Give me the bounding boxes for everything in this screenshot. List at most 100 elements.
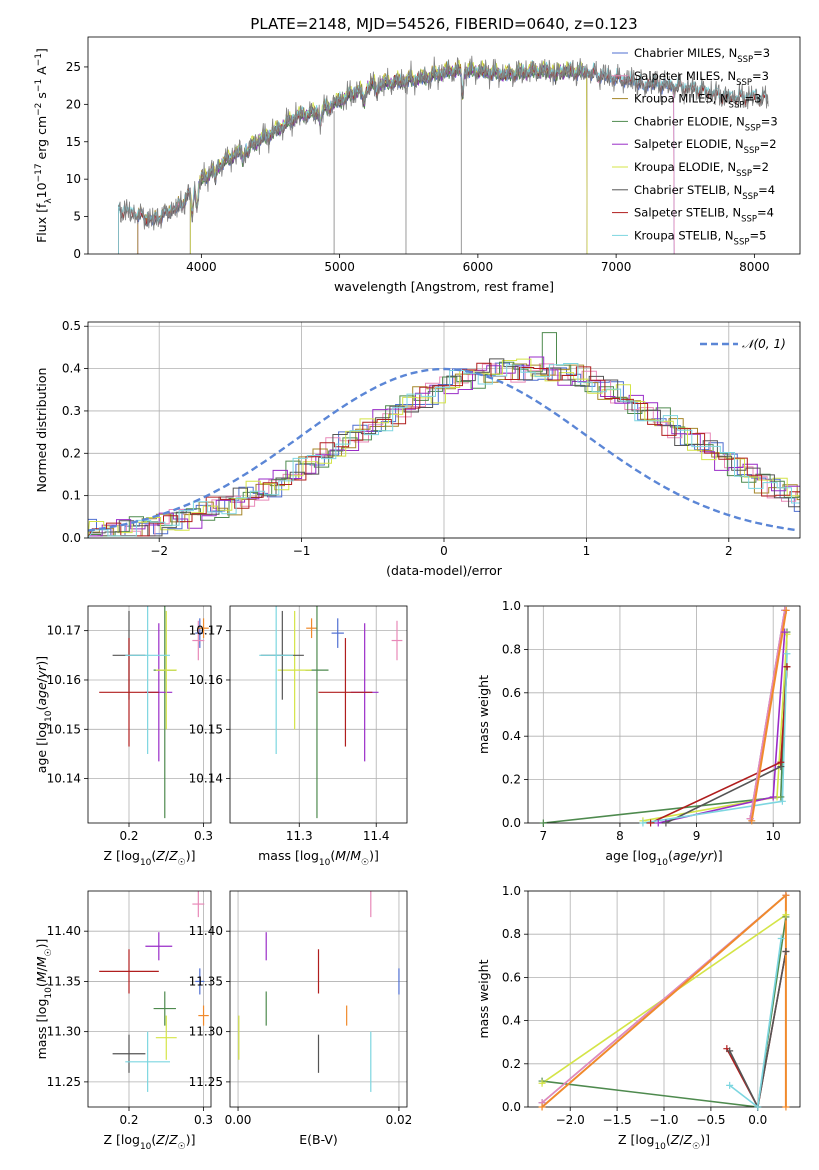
mass_vs_ebv-x-axis-label: E(B-V) xyxy=(299,1132,338,1147)
spectrum-frame xyxy=(87,36,801,255)
weight_vs_age-frame xyxy=(527,605,801,824)
mass_vs_Z-x-axis-label: Z [log10(Z/Z☉)] xyxy=(103,1132,195,1152)
legend-entry: Chabrier ELODIE, NSSP=3 xyxy=(634,114,778,133)
y-tick-label: 0.4 xyxy=(502,729,521,743)
model-spectrum-line xyxy=(137,60,588,254)
weight-marker xyxy=(782,1103,790,1111)
mass_vs_Z-frame xyxy=(87,890,212,1108)
x-tick-label: 9 xyxy=(693,829,701,843)
y-tick-label: 10.15 xyxy=(47,722,81,736)
weight-line xyxy=(542,916,787,1107)
y-tick-label: 10.15 xyxy=(189,722,223,736)
x-tick-label: −0.5 xyxy=(696,1113,725,1127)
y-tick-label: 10.17 xyxy=(47,624,81,638)
legend-entry: Chabrier STELIB, NSSP=4 xyxy=(634,183,775,202)
weight_vs_age-x-axis-label: age [log10(age/yr)] xyxy=(605,848,722,868)
weight_vs_age-y-axis-label: mass weight xyxy=(476,675,491,754)
mass_vs_ebv-axes: 0.00 0.02 11.25 11.30 11.35 11.40 E(B-V) xyxy=(189,890,413,1147)
histogram-step xyxy=(88,363,800,538)
y-tick-label: 11.35 xyxy=(189,974,223,988)
y-tick-label: 0.0 xyxy=(62,531,81,545)
y-tick-label: 11.30 xyxy=(189,1025,223,1039)
x-tick-label: −2.0 xyxy=(556,1113,585,1127)
x-tick-label: 2 xyxy=(725,544,733,558)
age_vs_mass-plot-area xyxy=(259,606,403,819)
weight_vs_age-plot-area xyxy=(543,610,788,823)
x-tick-label: 0.0 xyxy=(748,1113,767,1127)
y-tick-label: 11.40 xyxy=(189,924,223,938)
y-tick-label: 11.25 xyxy=(189,1075,223,1089)
y-tick-label: 11.30 xyxy=(47,1025,81,1039)
y-tick-label: 10.16 xyxy=(47,673,81,687)
y-tick-label: 10.14 xyxy=(189,772,223,786)
weight-marker xyxy=(726,1047,734,1055)
figure-title: PLATE=2148, MJD=54526, FIBERID=0640, z=0… xyxy=(250,15,637,33)
x-tick-label: −1 xyxy=(293,544,311,558)
legend-entry: Kroupa ELODIE, NSSP=2 xyxy=(634,160,769,179)
y-tick-label: 10.14 xyxy=(47,772,81,786)
age_vs_mass-axes: 11.3 11.4 10.14 10.15 10.16 10.17 mass [log10(… xyxy=(189,605,408,868)
y-tick-label: 0.2 xyxy=(502,773,521,787)
y-tick-label: 15 xyxy=(66,135,81,149)
y-tick-label: 0.8 xyxy=(502,927,521,941)
mass_vs_Z-y-axis-label: mass [log10(M/M☉)] xyxy=(34,939,54,1060)
weight-marker xyxy=(782,606,790,614)
weight-line xyxy=(749,610,786,819)
residuals-y-axis-label: Normed distribution xyxy=(34,368,49,493)
weight-marker xyxy=(726,1081,734,1089)
y-tick-label: 10 xyxy=(66,172,81,186)
y-tick-label: 0.4 xyxy=(502,1014,521,1028)
y-tick-label: 0.0 xyxy=(502,1100,521,1114)
weight-marker xyxy=(783,650,791,658)
histogram-step xyxy=(88,362,800,538)
y-tick-label: 0.5 xyxy=(62,319,81,333)
x-tick-label: 4000 xyxy=(186,260,217,274)
gaussian-curve xyxy=(88,367,798,532)
legend-entry: Kroupa STELIB, NSSP=5 xyxy=(634,228,766,247)
weight-marker xyxy=(778,797,786,805)
y-tick-label: 25 xyxy=(66,60,81,74)
weight_vs_Z-y-axis-label: mass weight xyxy=(476,959,491,1038)
x-tick-label: 0.3 xyxy=(194,1113,213,1127)
spectrum-axes: 4000 5000 6000 7000 8000 0 5 10 15 20 25 wavelength… xyxy=(34,36,801,294)
weight-line xyxy=(665,666,788,823)
weight-marker xyxy=(662,819,670,827)
y-tick-label: 0.2 xyxy=(502,1057,521,1071)
x-tick-label: 0.02 xyxy=(386,1113,413,1127)
weight_vs_Z-plot-area xyxy=(541,893,787,1107)
weight-marker xyxy=(538,1079,546,1087)
y-tick-label: 0.3 xyxy=(62,404,81,418)
y-tick-label: 0.4 xyxy=(62,362,81,376)
y-tick-label: 0.8 xyxy=(502,642,521,656)
weight-marker xyxy=(639,819,647,827)
residuals-axes: −2 −1 0 1 2 0.0 0.1 0.2 0.3 0.4 0.5 (data-model)/er… xyxy=(34,319,801,578)
x-tick-label: −2 xyxy=(150,544,168,558)
model-spectrum-line xyxy=(189,64,588,254)
x-tick-label: 0 xyxy=(440,544,448,558)
legend-entry: 𝒩(0, 1) xyxy=(742,337,786,351)
y-tick-label: 11.25 xyxy=(47,1075,81,1089)
weight-marker xyxy=(777,758,785,766)
spectrum-legend: Chabrier MILES, NSSP=3 Salpeter MILES, NS… xyxy=(612,46,778,247)
age_vs_Z-frame xyxy=(87,605,212,824)
spectrum-y-axis-label: Flux [fλ10−17 erg cm−2 s−1 A−1] xyxy=(34,48,54,243)
age_vs_mass-frame xyxy=(229,605,408,824)
x-tick-label: 1 xyxy=(583,544,591,558)
residuals-x-axis-label: (data-model)/error xyxy=(386,563,503,578)
x-tick-label: −1.0 xyxy=(649,1113,678,1127)
y-tick-label: 0.1 xyxy=(62,489,81,503)
x-tick-label: 11.4 xyxy=(363,829,390,843)
legend-entry: Salpeter MILES, NSSP=3 xyxy=(634,69,769,88)
weight-marker xyxy=(783,663,791,671)
y-tick-label: 0.2 xyxy=(62,446,81,460)
legend-entry: Salpeter STELIB, NSSP=4 xyxy=(634,206,774,225)
legend-entry: Chabrier MILES, NSSP=3 xyxy=(634,46,770,65)
spectrum-plot-area xyxy=(118,55,769,254)
weight-marker xyxy=(781,628,789,636)
model-spectrum-line xyxy=(189,64,588,254)
histogram-step xyxy=(88,363,800,538)
x-tick-label: 7000 xyxy=(601,260,632,274)
legend-entry: Salpeter ELODIE, NSSP=2 xyxy=(634,137,777,156)
residuals-plot-area xyxy=(88,332,800,538)
weight-marker xyxy=(754,1103,762,1111)
